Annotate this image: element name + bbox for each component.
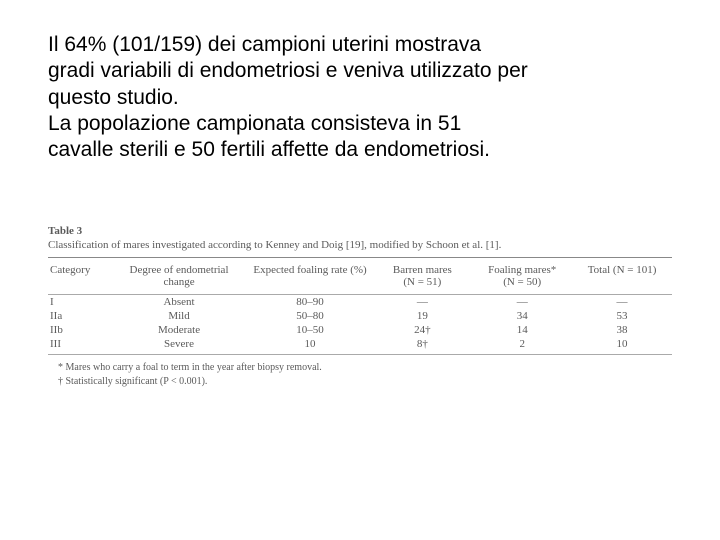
- table-number: Table 3: [48, 225, 672, 237]
- rule: [48, 354, 672, 355]
- cell-barren: 19: [372, 309, 472, 323]
- cell-foal: 34: [472, 309, 572, 323]
- cell-tot: 38: [572, 323, 672, 337]
- cell-deg: Severe: [110, 337, 247, 351]
- table-row: IIb Moderate 10–50 24† 14 38: [48, 323, 672, 337]
- th-total: Total (N = 101): [572, 258, 672, 294]
- para-line: Il 64% (101/159) dei campioni uterini mo…: [48, 33, 481, 56]
- footnote: † Statistically significant (P < 0.001).: [58, 375, 672, 389]
- cell-rate: 50–80: [248, 309, 373, 323]
- slide: Il 64% (101/159) dei campioni uterini mo…: [0, 0, 720, 540]
- th-rate: Expected foaling rate (%): [248, 258, 373, 294]
- para-line: La popolazione campionata consisteva in …: [48, 112, 461, 135]
- table-block: Table 3 Classification of mares investig…: [48, 225, 672, 388]
- cell-rate: 80–90: [248, 295, 373, 309]
- cell-foal: 14: [472, 323, 572, 337]
- footnotes: * Mares who carry a foal to term in the …: [48, 361, 672, 388]
- th-barren: Barren mares (N = 51): [372, 258, 472, 294]
- para-line: gradi variabili di endometriosi e veniva…: [48, 59, 528, 82]
- cell-deg: Mild: [110, 309, 247, 323]
- table-header-row: Category Degree of endometrial change Ex…: [48, 258, 672, 294]
- footnote: * Mares who carry a foal to term in the …: [58, 361, 672, 375]
- th-foaling: Foaling mares* (N = 50): [472, 258, 572, 294]
- cell-barren: —: [372, 295, 472, 309]
- data-table: Category Degree of endometrial change Ex…: [48, 258, 672, 355]
- rule-row: [48, 351, 672, 355]
- th-text: Degree of endometrial: [130, 264, 229, 276]
- table-row: III Severe 10 8† 2 10: [48, 337, 672, 351]
- cell-rate: 10–50: [248, 323, 373, 337]
- cell-barren: 8†: [372, 337, 472, 351]
- table-row: IIa Mild 50–80 19 34 53: [48, 309, 672, 323]
- th-text: (N = 50): [503, 276, 541, 288]
- cell-deg: Absent: [110, 295, 247, 309]
- cell-cat: IIb: [48, 323, 110, 337]
- th-text: change: [163, 276, 194, 288]
- cell-barren: 24†: [372, 323, 472, 337]
- cell-tot: 53: [572, 309, 672, 323]
- th-degree: Degree of endometrial change: [110, 258, 247, 294]
- body-paragraph: Il 64% (101/159) dei campioni uterini mo…: [48, 32, 672, 163]
- cell-foal: —: [472, 295, 572, 309]
- th-text: Foaling mares*: [488, 264, 556, 276]
- cell-cat: IIa: [48, 309, 110, 323]
- cell-deg: Moderate: [110, 323, 247, 337]
- para-line: cavalle sterili e 50 fertili affette da …: [48, 138, 490, 161]
- table-row: I Absent 80–90 — — —: [48, 295, 672, 309]
- cell-tot: —: [572, 295, 672, 309]
- cell-rate: 10: [248, 337, 373, 351]
- th-text: Barren mares: [393, 264, 452, 276]
- para-line: questo studio.: [48, 86, 179, 109]
- cell-foal: 2: [472, 337, 572, 351]
- table-caption: Classification of mares investigated acc…: [48, 239, 672, 251]
- th-text: (N = 51): [403, 276, 441, 288]
- cell-tot: 10: [572, 337, 672, 351]
- cell-cat: III: [48, 337, 110, 351]
- cell-cat: I: [48, 295, 110, 309]
- th-category: Category: [48, 258, 110, 294]
